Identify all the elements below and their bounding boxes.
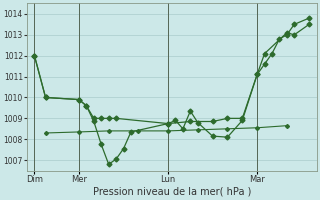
X-axis label: Pression niveau de la mer( hPa ): Pression niveau de la mer( hPa ) xyxy=(92,187,251,197)
